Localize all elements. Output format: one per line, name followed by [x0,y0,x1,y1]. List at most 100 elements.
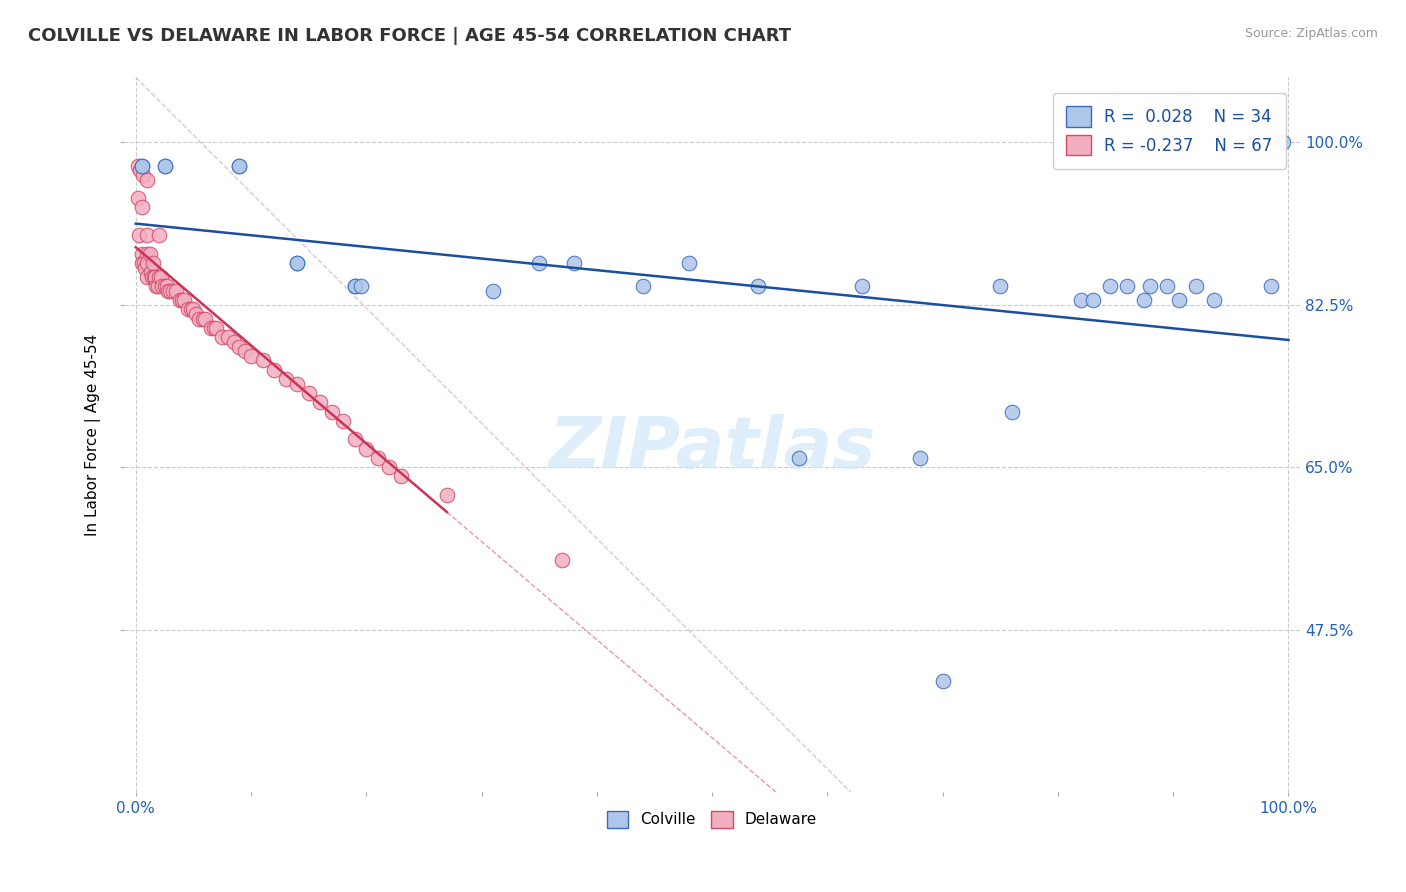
Text: COLVILLE VS DELAWARE IN LABOR FORCE | AGE 45-54 CORRELATION CHART: COLVILLE VS DELAWARE IN LABOR FORCE | AG… [28,27,792,45]
Point [173,293,195,307]
Point [1156,279,1178,293]
Point [285,256,308,270]
Point [131,159,153,173]
Point [228,159,250,173]
Point [1185,279,1208,293]
Point [176,302,198,317]
Point [551,553,574,567]
Point [148,269,170,284]
Point [200,321,222,335]
Point [678,256,700,270]
Point [356,442,378,456]
Point [332,414,354,428]
Point [274,372,297,386]
Point [240,349,263,363]
Point [1098,279,1121,293]
Point [631,279,654,293]
Point [285,376,308,391]
Point [136,256,159,270]
Point [141,269,163,284]
Point [1001,404,1024,418]
Point [321,404,343,418]
Point [146,279,169,293]
Point [170,293,193,307]
Point [309,395,332,409]
Point [131,256,153,270]
Point [252,353,274,368]
Legend: Colville, Delaware: Colville, Delaware [600,805,824,834]
Point [132,256,155,270]
Point [931,673,953,688]
Point [1133,293,1156,307]
Point [157,284,180,298]
Point [343,433,366,447]
Point [378,460,401,475]
Point [529,256,551,270]
Point [1168,293,1191,307]
Point [150,269,173,284]
Point [202,321,225,335]
Point [1202,293,1225,307]
Point [162,284,184,298]
Point [143,269,166,284]
Y-axis label: In Labor Force | Age 45-54: In Labor Force | Age 45-54 [86,334,101,536]
Point [1070,293,1092,307]
Point [222,334,245,349]
Point [127,191,149,205]
Point [228,159,250,173]
Text: Source: ZipAtlas.com: Source: ZipAtlas.com [1244,27,1378,40]
Point [787,450,810,465]
Point [1139,279,1161,293]
Point [142,256,165,270]
Point [228,340,250,354]
Point [263,363,285,377]
Point [349,279,371,293]
Point [138,246,160,260]
Point [1260,279,1282,293]
Point [988,279,1011,293]
Point [143,269,166,284]
Point [136,172,159,186]
Point [136,246,159,260]
Point [148,228,170,243]
Point [131,246,153,260]
Point [194,311,217,326]
Point [136,228,159,243]
Point [131,168,153,182]
Point [1081,293,1104,307]
Point [851,279,873,293]
Point [139,265,162,279]
Point [908,450,931,465]
Point [747,279,769,293]
Point [188,311,211,326]
Point [184,307,207,321]
Point [129,163,152,178]
Text: ZIPatlas: ZIPatlas [548,415,876,483]
Point [343,279,366,293]
Point [211,330,233,344]
Point [180,302,202,317]
Point [150,279,173,293]
Point [131,159,153,173]
Point [562,256,585,270]
Point [128,228,150,243]
Point [1116,279,1139,293]
Point [217,330,239,344]
Point [153,159,176,173]
Point [343,279,366,293]
Point [145,279,167,293]
Point [153,159,176,173]
Point [134,260,156,275]
Point [131,200,153,214]
Point [436,488,458,502]
Point [165,284,187,298]
Point [1271,136,1294,150]
Point [205,321,228,335]
Point [159,284,181,298]
Point [298,386,321,401]
Point [233,344,256,359]
Point [169,293,191,307]
Point [156,279,179,293]
Point [153,279,176,293]
Point [191,311,214,326]
